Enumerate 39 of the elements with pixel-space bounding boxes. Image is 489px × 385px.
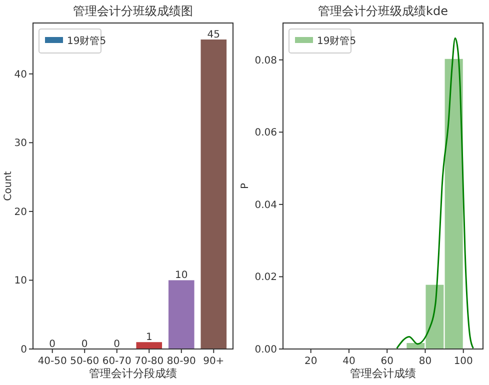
bar bbox=[200, 40, 227, 349]
x-tick-label: 40-50 bbox=[38, 356, 67, 367]
x-axis-title: 管理会计分段成绩 bbox=[89, 367, 177, 380]
x-tick-label: 100 bbox=[454, 356, 473, 367]
bar bbox=[136, 342, 162, 349]
y-tick-label: 20 bbox=[14, 206, 27, 218]
x-tick-label: 80-90 bbox=[166, 356, 196, 367]
text: 19财管5 bbox=[67, 35, 106, 47]
x-tick-label: 60 bbox=[380, 356, 394, 367]
y-tick-label: 40 bbox=[14, 69, 27, 80]
data-label: 45 bbox=[207, 30, 220, 41]
y-tick-label: 0.00 bbox=[254, 344, 277, 356]
data-label: 1 bbox=[146, 332, 152, 344]
x-tick-label: 20 bbox=[304, 356, 318, 367]
x-tick-label: 80 bbox=[418, 356, 432, 367]
y-tick-label: 10 bbox=[14, 276, 27, 287]
line-series bbox=[396, 37, 474, 350]
y-axis-title: Count bbox=[3, 171, 14, 201]
chart-title: 管理会计分班级成绩图 bbox=[73, 4, 193, 18]
y-tick-label: 30 bbox=[14, 138, 27, 150]
data-label: 10 bbox=[175, 270, 188, 282]
y-tick-label: 0 bbox=[20, 344, 27, 356]
x-tick-label: 90+ bbox=[203, 356, 224, 367]
x-axis-title: 管理会计成绩 bbox=[350, 367, 416, 380]
bar bbox=[168, 280, 194, 349]
y-tick-label: 0.08 bbox=[254, 55, 277, 66]
y-axis-title: P bbox=[240, 182, 251, 190]
data-label: 0 bbox=[114, 339, 120, 350]
y-tick-label: 0.06 bbox=[254, 128, 277, 139]
y-tick-label: 0.04 bbox=[254, 200, 277, 211]
x-tick-label: 50-60 bbox=[70, 356, 100, 367]
data-label: 0 bbox=[81, 339, 88, 350]
chart-title: 管理会计分班级成绩kde bbox=[318, 4, 448, 18]
y-tick-label: 0.02 bbox=[254, 272, 277, 284]
x-tick-label: 60-70 bbox=[102, 356, 132, 367]
x-tick-label: 40 bbox=[342, 356, 356, 367]
x-tick-label: 70-80 bbox=[134, 356, 164, 367]
legend-label: 19财管5 bbox=[317, 35, 356, 47]
data-label: 0 bbox=[49, 339, 56, 350]
